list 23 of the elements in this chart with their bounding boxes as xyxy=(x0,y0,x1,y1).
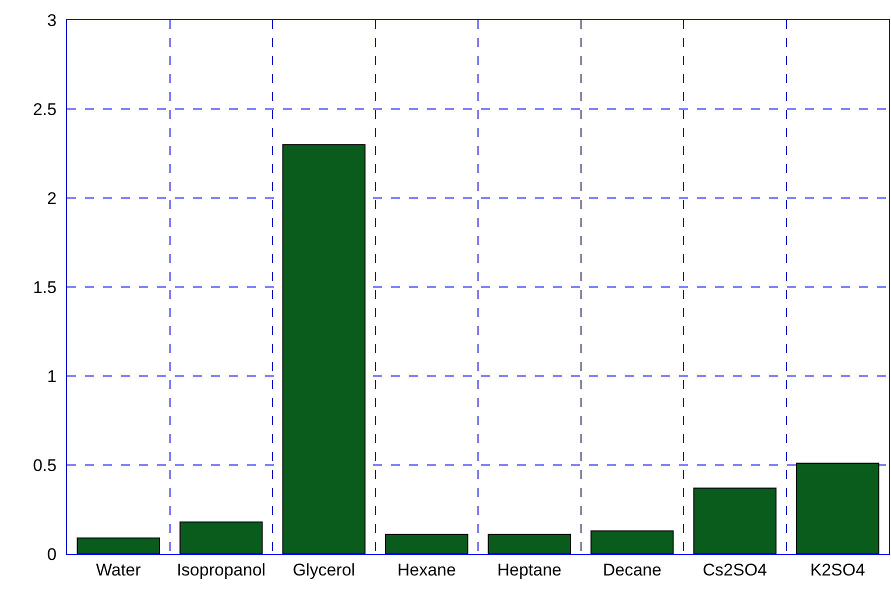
y-tick-label: 0 xyxy=(47,544,57,564)
y-tick-label: 3 xyxy=(47,10,57,30)
x-tick-label: K2SO4 xyxy=(810,560,866,580)
bar xyxy=(385,534,468,554)
bar xyxy=(590,530,674,554)
x-tick-label: Hexane xyxy=(397,560,456,580)
x-tick-label: Isopropanol xyxy=(176,560,266,580)
bar xyxy=(282,144,366,554)
y-tick-label: 0.5 xyxy=(32,456,57,475)
x-tick-label: Cs2SO4 xyxy=(702,560,768,580)
bar xyxy=(796,462,880,554)
x-tick-label: Heptane xyxy=(497,560,562,580)
y-tick-label: 1.5 xyxy=(32,278,57,297)
bar xyxy=(76,537,160,554)
bar xyxy=(693,488,776,554)
y-tick-label: 2.5 xyxy=(32,100,57,119)
y-tick-label: 2 xyxy=(47,188,57,208)
x-tick-label: Glycerol xyxy=(292,560,356,580)
x-tick-label: Decane xyxy=(602,560,662,580)
x-tick-label: Water xyxy=(96,560,142,580)
y-tick-label: 1 xyxy=(47,366,57,386)
bar xyxy=(180,521,263,554)
bar xyxy=(488,534,571,554)
